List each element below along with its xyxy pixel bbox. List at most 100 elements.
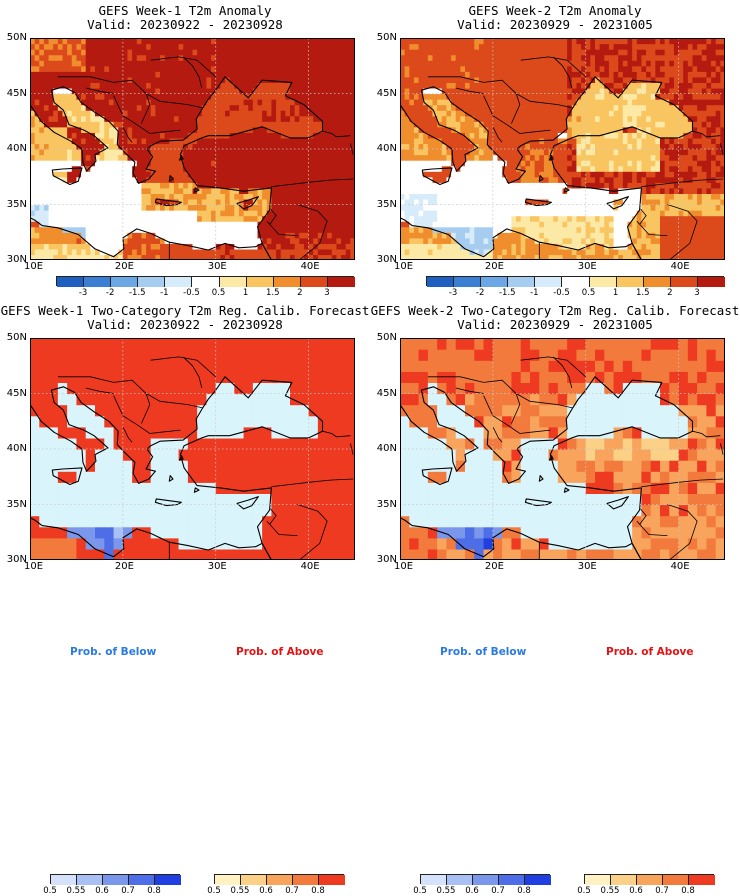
prob-above-label: Prob. of Above	[236, 646, 324, 658]
colorbar-label: 0.8	[517, 886, 531, 896]
colorbar-label: -0.5	[553, 288, 570, 298]
colorbar-label: 3	[324, 288, 329, 298]
lat-tick-label: 40N	[1, 443, 27, 454]
colorbar-label: -2	[476, 288, 484, 298]
lat-tick-label: 50N	[371, 332, 397, 343]
colorbar-label: -1.5	[499, 288, 516, 298]
lon-tick-label: 20E	[115, 561, 134, 572]
lat-tick-label: 40N	[371, 143, 397, 154]
colorbar-label: -3	[449, 288, 457, 298]
colorbar-label: -1.5	[129, 288, 146, 298]
colorbar-swatch	[165, 277, 192, 287]
panel-valid-dates: Valid: 20230922 - 20230928	[0, 18, 370, 32]
panel-title: GEFS Week-1 T2m Anomaly	[0, 4, 370, 18]
colorbar-label: 0.7	[121, 886, 135, 896]
colorbar-label: -1	[160, 288, 168, 298]
lat-tick-label: 40N	[371, 443, 397, 454]
colorbar-label: 0.5	[43, 886, 57, 896]
lon-tick-label: 30E	[208, 261, 227, 272]
colorbar-swatch	[192, 277, 219, 287]
colorbar-swatch	[698, 277, 725, 287]
colorbar-label: 2	[667, 288, 672, 298]
colorbar-swatch	[328, 277, 355, 287]
lon-tick-label: 20E	[485, 261, 504, 272]
prob-below-label-2: Prob. of Below	[440, 646, 526, 658]
colorbar-label: 0.55	[67, 886, 86, 896]
colorbar-swatch	[447, 875, 473, 885]
below-colorbar	[420, 874, 550, 884]
colorbar-swatch	[473, 875, 499, 885]
colorbar-swatch	[585, 875, 611, 885]
lat-tick-label: 45N	[1, 88, 27, 99]
above-colorbar	[214, 874, 344, 884]
colorbar-label: 0.7	[285, 886, 299, 896]
panel-valid-dates: Valid: 20230929 - 20231005	[370, 18, 740, 32]
colorbar-label: 0.55	[231, 886, 250, 896]
colorbar-swatch	[103, 875, 129, 885]
anomaly-colorbar	[56, 276, 354, 286]
colorbar-swatch	[155, 875, 181, 885]
colorbar-label: 0.8	[681, 886, 695, 896]
below-colorbar	[50, 874, 180, 884]
colorbar-label: 0.8	[147, 886, 161, 896]
lat-tick-label: 50N	[371, 32, 397, 43]
above-colorbar	[584, 874, 714, 884]
colorbar-label: 1.5	[266, 288, 280, 298]
lon-tick-label: 20E	[115, 261, 134, 272]
colorbar-label: 0.7	[491, 886, 505, 896]
prob-below-label: Prob. of Below	[70, 646, 156, 658]
lon-tick-label: 10E	[394, 561, 413, 572]
panel-title: GEFS Week-1 Two-Category T2m Reg. Calib.…	[0, 304, 370, 318]
colorbar-swatch	[421, 875, 447, 885]
map-area	[400, 338, 725, 560]
colorbar-label: 0.5	[582, 288, 596, 298]
lat-tick-label: 45N	[371, 388, 397, 399]
colorbar-swatch	[220, 277, 247, 287]
colorbar-swatch	[525, 875, 551, 885]
colorbar-swatch	[129, 875, 155, 885]
colorbar-label: 0.6	[259, 886, 273, 896]
lon-tick-label: 10E	[394, 261, 413, 272]
colorbar-swatch	[215, 875, 241, 885]
colorbar-label: 0.5	[413, 886, 427, 896]
colorbar-label: 0.55	[601, 886, 620, 896]
lat-tick-label: 35N	[371, 199, 397, 210]
colorbar-label: 0.8	[311, 886, 325, 896]
map-area	[30, 338, 355, 560]
colorbar-swatch	[611, 875, 637, 885]
lat-tick-label: 40N	[1, 143, 27, 154]
colorbar-swatch	[319, 875, 345, 885]
panel-title: GEFS Week-2 T2m Anomaly	[370, 4, 740, 18]
colorbar-swatch	[301, 277, 328, 287]
lon-tick-label: 30E	[208, 561, 227, 572]
lat-tick-label: 35N	[371, 499, 397, 510]
lon-tick-label: 10E	[24, 261, 43, 272]
colorbar-swatch	[590, 277, 617, 287]
colorbar-swatch	[84, 277, 111, 287]
colorbar-swatch	[671, 277, 698, 287]
colorbar-label: 2	[297, 288, 302, 298]
colorbar-swatch	[77, 875, 103, 885]
colorbar-swatch	[663, 875, 689, 885]
colorbar-swatch	[51, 875, 77, 885]
colorbar-swatch	[535, 277, 562, 287]
colorbar-swatch	[508, 277, 535, 287]
colorbar-label: 0.5	[207, 886, 221, 896]
colorbar-swatch	[617, 277, 644, 287]
colorbar-swatch	[637, 875, 663, 885]
colorbar-swatch	[293, 875, 319, 885]
colorbar-swatch	[241, 875, 267, 885]
colorbar-swatch	[267, 875, 293, 885]
lat-tick-label: 35N	[1, 199, 27, 210]
colorbar-swatch	[138, 277, 165, 287]
colorbar-label: 0.55	[437, 886, 456, 896]
colorbar-swatch	[481, 277, 508, 287]
lat-tick-label: 35N	[1, 499, 27, 510]
panel-title: GEFS Week-2 Two-Category T2m Reg. Calib.…	[370, 304, 740, 318]
panel-week2-probability: GEFS Week-2 Two-Category T2m Reg. Calib.…	[370, 300, 740, 600]
lon-tick-label: 30E	[578, 261, 597, 272]
colorbar-label: 0.6	[95, 886, 109, 896]
lon-tick-label: 40E	[671, 261, 690, 272]
